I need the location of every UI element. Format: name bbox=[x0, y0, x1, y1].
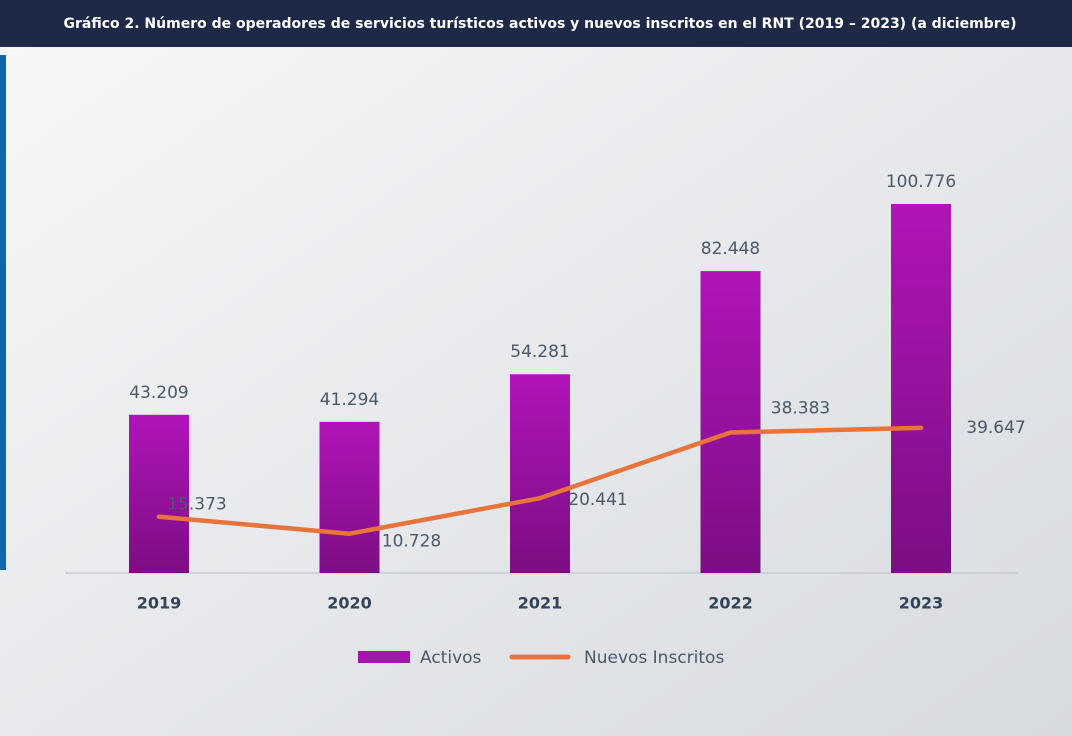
value-label: 39.647 bbox=[966, 418, 1025, 438]
value-label: 20.441 bbox=[568, 490, 627, 510]
value-label: 41.294 bbox=[320, 390, 379, 410]
bar bbox=[891, 204, 951, 573]
bar bbox=[129, 414, 189, 573]
header-bar bbox=[0, 0, 1072, 47]
value-label: 100.776 bbox=[886, 172, 956, 192]
legend-label: Activos bbox=[420, 648, 482, 668]
legend-label: Nuevos Inscritos bbox=[584, 648, 724, 668]
bar bbox=[700, 271, 761, 573]
value-label: 54.281 bbox=[510, 342, 569, 362]
x-tick-label: 2019 bbox=[137, 594, 182, 613]
value-label: 10.728 bbox=[382, 532, 441, 552]
chart-title: Gráfico 2. Número de operadores de servi… bbox=[63, 16, 1016, 32]
value-label: 15.373 bbox=[167, 495, 226, 515]
value-label: 43.209 bbox=[129, 383, 188, 403]
line bbox=[156, 425, 924, 536]
value-label: 38.383 bbox=[771, 398, 830, 418]
value-label: 82.448 bbox=[701, 239, 760, 259]
x-tick-label: 2021 bbox=[518, 594, 563, 613]
x-tick-label: 2020 bbox=[327, 594, 372, 613]
bar bbox=[510, 374, 570, 573]
accent-stripe bbox=[0, 55, 6, 570]
x-tick-label: 2022 bbox=[708, 594, 753, 613]
x-tick-label: 2023 bbox=[899, 594, 944, 613]
legend-swatch bbox=[358, 651, 410, 663]
bar bbox=[319, 421, 380, 573]
